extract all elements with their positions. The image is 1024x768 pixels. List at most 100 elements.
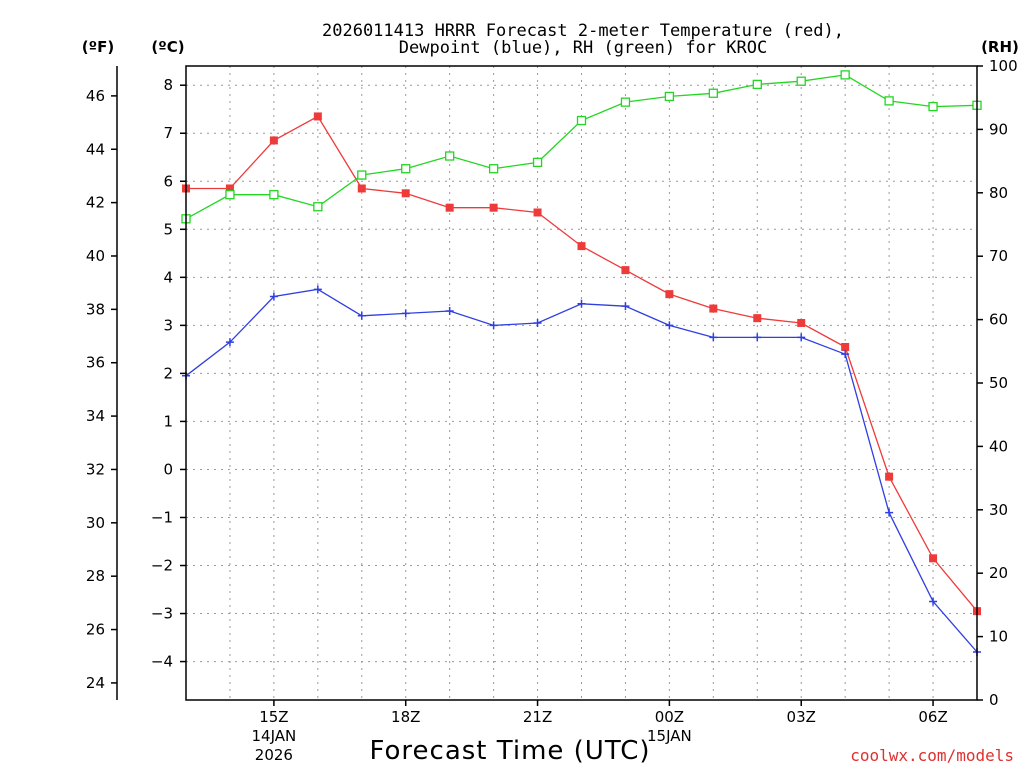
rh-tick-label: 20 [989, 564, 1008, 582]
temperature-marker [709, 304, 718, 313]
chart-title-line2: Dewpoint (blue), RH (green) for KROC [399, 38, 767, 58]
rh-marker [708, 88, 718, 98]
rh-marker [752, 79, 762, 90]
fahrenheit-tick-label: 34 [86, 407, 105, 425]
rh-marker [884, 96, 894, 106]
x-tick-label: 00Z [655, 708, 684, 726]
rh-marker [576, 115, 587, 126]
fahrenheit-tick-label: 38 [86, 300, 105, 318]
fahrenheit-axis-label: (ºF) [82, 38, 114, 56]
x-tick-year: 2026 [255, 746, 293, 764]
dewpoint-marker [797, 333, 806, 342]
celsius-tick-label: 8 [163, 76, 173, 94]
celsius-tick-label: 5 [163, 220, 173, 238]
celsius-tick-label: 6 [163, 172, 173, 190]
dewpoint-marker [401, 309, 410, 318]
rh-tick-label: 40 [989, 437, 1008, 455]
x-tick-label: 18Z [391, 708, 420, 726]
rh-line [185, 74, 978, 220]
rh-marker [313, 202, 323, 212]
temperature-marker [445, 203, 454, 212]
temperature-marker [225, 184, 234, 193]
dewpoint-marker [621, 302, 630, 311]
temperature-marker [401, 189, 410, 198]
fahrenheit-tick-label: 26 [86, 621, 105, 639]
rh-marker [664, 91, 675, 102]
temperature-marker [269, 136, 278, 145]
rh-tick-label: 50 [989, 374, 1008, 392]
dewpoint-marker [533, 318, 542, 327]
x-tick-date: 15JAN [647, 727, 692, 745]
fahrenheit-tick-label: 36 [86, 354, 105, 372]
x-tick-label: 15Z [259, 708, 288, 726]
fahrenheit-tick-label: 40 [86, 247, 105, 265]
rh-marker [269, 190, 279, 200]
x-tick-date: 14JAN [252, 727, 297, 745]
rh-tick-label: 80 [989, 184, 1008, 202]
celsius-tick-label: 4 [163, 268, 173, 286]
dewpoint-marker [225, 338, 234, 347]
dewpoint-marker [665, 321, 674, 330]
rh-marker [840, 70, 850, 80]
celsius-tick-label: −1 [151, 508, 173, 526]
dewpoint-marker [357, 311, 366, 320]
fahrenheit-tick-label: 46 [86, 87, 105, 105]
dewpoint-marker [269, 292, 278, 301]
rh-tick-label: 100 [989, 57, 1018, 75]
celsius-tick-label: 3 [163, 316, 173, 334]
rh-tick-label: 90 [989, 120, 1008, 138]
celsius-tick-label: 0 [163, 460, 173, 478]
dewpoint-line [185, 288, 978, 653]
rh-tick-label: 10 [989, 628, 1008, 646]
x-tick-label: 06Z [918, 708, 947, 726]
temperature-marker [753, 314, 762, 323]
rh-axis-label: (RH) [981, 38, 1019, 56]
celsius-tick-label: −3 [151, 605, 173, 623]
temperature-marker [929, 554, 938, 563]
rh-marker [532, 157, 543, 168]
temperature-marker [357, 184, 366, 193]
celsius-tick-label: −2 [151, 557, 173, 575]
celsius-tick-label: −4 [151, 653, 173, 671]
rh-tick-label: 70 [989, 247, 1008, 265]
rh-marker [445, 151, 455, 161]
dewpoint-marker [753, 333, 762, 342]
dewpoint-marker [313, 285, 322, 294]
rh-marker [357, 170, 367, 180]
x-tick-label: 03Z [787, 708, 816, 726]
axes: −4−3−2−101234567824262830323436384042444… [86, 57, 1018, 764]
rh-tick-label: 30 [989, 501, 1008, 519]
temperature-marker [621, 266, 630, 275]
credit-text: coolwx.com/models [850, 746, 1014, 765]
chart-title-line1: 2026011413 HRRR Forecast 2-meter Tempera… [322, 21, 844, 41]
rh-marker [928, 101, 938, 112]
temperature-marker [841, 342, 850, 351]
fahrenheit-tick-label: 32 [86, 460, 105, 478]
fahrenheit-tick-label: 42 [86, 194, 105, 212]
dewpoint-marker [929, 597, 938, 606]
fahrenheit-tick-label: 30 [86, 514, 105, 532]
temperature-marker [533, 208, 542, 217]
temperature-marker [797, 318, 806, 327]
temperature-marker [577, 242, 586, 251]
dewpoint-marker [577, 299, 586, 308]
rh-tick-label: 0 [989, 691, 999, 709]
celsius-tick-label: 2 [163, 364, 173, 382]
dewpoint-marker [445, 306, 454, 315]
x-tick-label: 21Z [523, 708, 552, 726]
rh-marker [401, 164, 411, 174]
celsius-axis-label: (ºC) [151, 38, 184, 56]
rh-marker [488, 164, 499, 174]
fahrenheit-tick-label: 28 [86, 567, 105, 585]
dewpoint-marker [841, 350, 850, 359]
temperature-marker [885, 472, 894, 481]
celsius-tick-label: 7 [163, 124, 173, 142]
dewpoint-marker [885, 508, 894, 517]
rh-marker [225, 190, 235, 200]
rh-tick-label: 60 [989, 311, 1008, 329]
temperature-marker [665, 290, 674, 299]
temperature-marker [313, 112, 322, 121]
fahrenheit-tick-label: 24 [86, 674, 105, 692]
x-axis-title: Forecast Time (UTC) [369, 736, 650, 766]
